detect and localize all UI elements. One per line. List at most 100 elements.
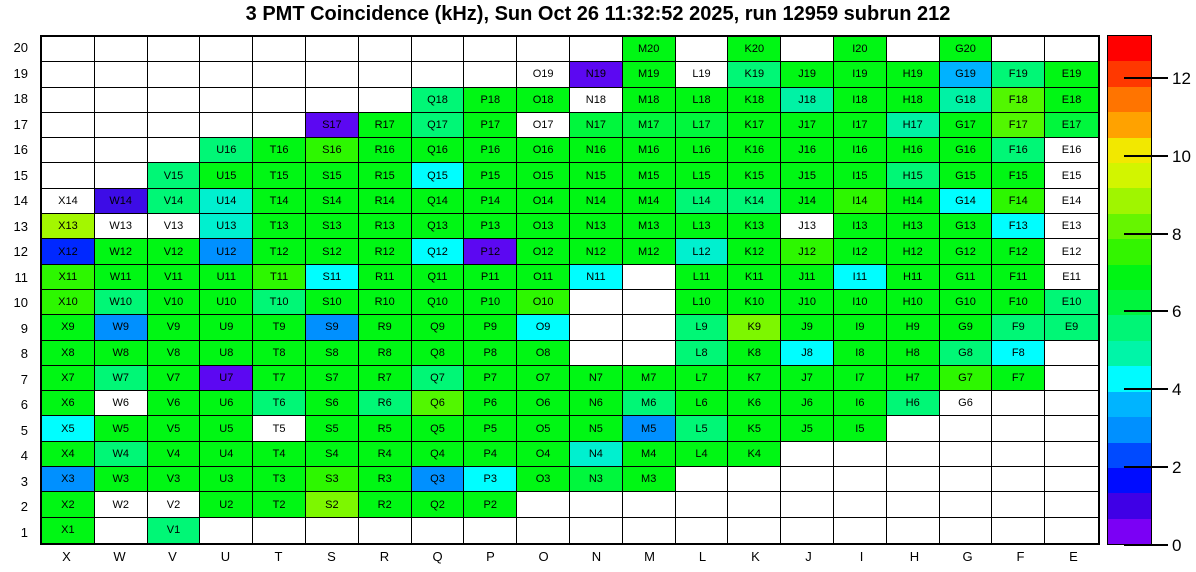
heatmap-cell: R17 — [358, 112, 412, 139]
y-axis: 20 19 18 17 16 15 14 13 12 11 10 9 8 7 6 5 4 3 2 1 — [0, 35, 32, 545]
heatmap-cell: S15 — [305, 163, 359, 189]
heatmap-cell — [939, 492, 993, 518]
y-axis-label: 19 — [13, 65, 28, 81]
heatmap-cell: H7 — [886, 365, 940, 392]
heatmap-cell: F10 — [992, 289, 1046, 316]
heatmap-cell — [464, 62, 518, 88]
heatmap-cell: I15 — [833, 163, 887, 189]
heatmap-cell: J17 — [781, 112, 834, 139]
heatmap-cell: F19 — [992, 62, 1046, 88]
heatmap-cell: W5 — [94, 416, 148, 442]
heatmap-cell: E9 — [1045, 315, 1098, 341]
heatmap-cell: V8 — [147, 340, 201, 366]
heatmap-cell: Q14 — [411, 188, 465, 215]
heatmap-cell — [1045, 341, 1098, 366]
heatmap-cell — [569, 315, 623, 341]
heatmap-cell — [992, 467, 1046, 493]
heatmap-cell: Q16 — [411, 138, 465, 164]
heatmap-cell: H14 — [886, 188, 940, 215]
heatmap-cell — [569, 492, 623, 518]
heatmap-cell: S10 — [305, 289, 359, 316]
heatmap-cell — [94, 62, 148, 88]
colorbar-band — [1108, 518, 1151, 545]
heatmap-cell: K15 — [728, 163, 782, 189]
heatmap-cell: Q2 — [411, 492, 465, 518]
heatmap-cell: O8 — [517, 340, 570, 366]
heatmap-cell: U12 — [200, 239, 254, 265]
heatmap-cell — [94, 163, 148, 189]
heatmap-cell: I5 — [833, 416, 887, 442]
heatmap-cell: T4 — [253, 441, 306, 468]
heatmap-cell — [305, 62, 359, 88]
heatmap-cell: T15 — [253, 163, 306, 189]
heatmap-cell: V14 — [147, 188, 201, 215]
heatmap-cell: T2 — [253, 492, 306, 518]
heatmap-cell — [517, 517, 570, 543]
heatmap-cell: U14 — [200, 188, 254, 215]
heatmap-cell: F13 — [992, 214, 1046, 240]
heatmap-cell: O6 — [517, 391, 570, 417]
heatmap-cell: P13 — [464, 214, 518, 240]
heatmap-cell — [569, 289, 623, 316]
heatmap-cell — [992, 416, 1046, 442]
heatmap-cell: K18 — [728, 87, 782, 113]
heatmap-cell: V5 — [147, 416, 201, 442]
heatmap-cell: L12 — [675, 239, 729, 265]
heatmap-cell: G12 — [939, 239, 993, 265]
heatmap-cell — [42, 87, 95, 113]
heatmap-cell: O17 — [517, 112, 570, 139]
heatmap-cell — [147, 62, 201, 88]
heatmap-cell: O15 — [517, 163, 570, 189]
heatmap-cell: W11 — [94, 264, 148, 290]
heatmap-cell: X5 — [42, 416, 95, 442]
heatmap-cell: V1 — [147, 517, 201, 543]
heatmap-cell: K11 — [728, 264, 782, 290]
heatmap-cell — [1045, 416, 1098, 442]
heatmap-cell: M13 — [622, 214, 676, 240]
heatmap-cell — [992, 517, 1046, 543]
heatmap-cell — [94, 112, 148, 139]
heatmap-cell: V2 — [147, 492, 201, 518]
heatmap-cell — [728, 467, 782, 493]
colorbar-tick-label: 8 — [1172, 224, 1182, 244]
heatmap-cell: I20 — [833, 37, 887, 63]
heatmap-cell — [675, 37, 729, 63]
heatmap-cell: P15 — [464, 163, 518, 189]
heatmap-cell: J14 — [781, 188, 834, 215]
heatmap-cell: X3 — [42, 467, 95, 493]
heatmap-cell: U13 — [200, 214, 254, 240]
heatmap-cell: J13 — [781, 214, 834, 240]
heatmap-cell — [305, 37, 359, 63]
heatmap-cell: I17 — [833, 112, 887, 139]
heatmap-cell: F16 — [992, 138, 1046, 164]
heatmap-cell: T8 — [253, 340, 306, 366]
heatmap-cell: L13 — [675, 214, 729, 240]
heatmap-cell — [675, 492, 729, 518]
heatmap-cell: O12 — [517, 239, 570, 265]
heatmap-cell: U16 — [200, 138, 254, 164]
heatmap-cell: G8 — [939, 340, 993, 366]
heatmap-cell — [569, 37, 623, 63]
heatmap-cell: O7 — [517, 365, 570, 392]
heatmap-cell: K8 — [728, 340, 782, 366]
x-axis-label: O — [538, 549, 549, 564]
heatmap-cell — [939, 467, 993, 493]
y-axis-label: 8 — [20, 346, 28, 362]
heatmap-cell: F9 — [992, 315, 1046, 341]
heatmap-cell: R8 — [358, 340, 412, 366]
heatmap-cell: N16 — [569, 138, 623, 164]
heatmap-cell — [833, 467, 887, 493]
heatmap-cell: K16 — [728, 138, 782, 164]
heatmap-cell: W10 — [94, 289, 148, 316]
heatmap-cell: Q6 — [411, 391, 465, 417]
heatmap-cell: H9 — [886, 315, 940, 341]
heatmap-cell: S3 — [305, 467, 359, 493]
heatmap-cell: U10 — [200, 289, 254, 316]
heatmap-cell: W3 — [94, 467, 148, 493]
heatmap-cell — [728, 517, 782, 543]
heatmap-cell: P14 — [464, 188, 518, 215]
heatmap-cell: J8 — [781, 340, 834, 366]
heatmap-cell — [464, 517, 518, 543]
heatmap-cell — [42, 163, 95, 189]
heatmap-cell: E19 — [1045, 62, 1098, 88]
